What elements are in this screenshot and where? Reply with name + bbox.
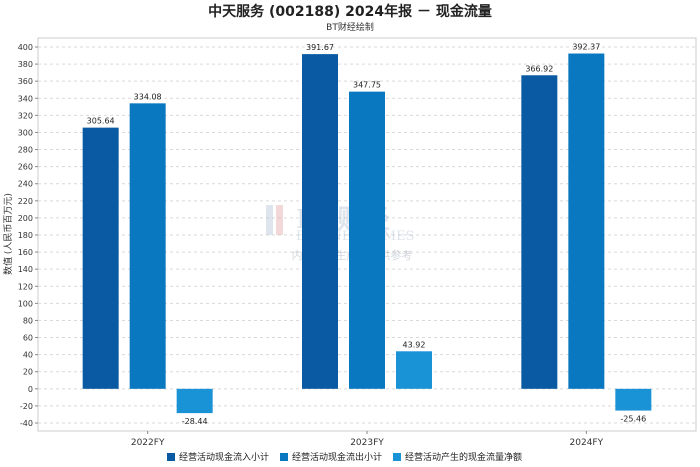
watermark-logo-mark-1 xyxy=(266,205,273,235)
y-tick-label: 60 xyxy=(23,334,33,343)
y-tick-label: 140 xyxy=(18,265,33,274)
y-tick-label: 260 xyxy=(18,163,33,172)
y-tick-label: 40 xyxy=(23,351,33,360)
data-label: 347.75 xyxy=(353,81,381,90)
y-tick-label: 0 xyxy=(28,385,33,394)
watermark-logo-mark-2 xyxy=(276,205,283,235)
y-tick-label: 120 xyxy=(18,282,33,291)
x-tick-label: 2023FY xyxy=(350,438,384,448)
y-tick-label: 160 xyxy=(18,248,33,257)
y-axis-ticks: -40 -20 0 20 40 60 80 100 120 140 160 180 200 220 240 2… xyxy=(18,43,38,428)
y-tick-label: 200 xyxy=(18,214,33,223)
y-tick-label: 340 xyxy=(18,94,33,103)
y-tick-label: 320 xyxy=(18,111,33,120)
x-axis-ticks: 2022FY 2023FY 2024FY xyxy=(131,431,604,448)
y-axis-label: 数值 (人民币百万元) xyxy=(2,193,14,275)
y-tick-label: 80 xyxy=(23,316,33,325)
data-label: 392.37 xyxy=(572,43,600,52)
data-label: 305.64 xyxy=(87,117,115,126)
y-tick-label: -40 xyxy=(20,419,33,428)
data-label: -25.46 xyxy=(620,415,646,424)
bar xyxy=(82,127,119,389)
bar xyxy=(302,54,338,389)
x-tick-label: 2022FY xyxy=(131,438,165,448)
chart-subtitle: BT财经绘制 xyxy=(326,21,374,33)
y-tick-label: -20 xyxy=(20,402,33,411)
data-label-layer: 305.64 334.08 -28.44 391.67 347.75 43.92 366.9… xyxy=(87,43,647,427)
legend: 经营活动现金流入小计 经营活动现金流出小计 经营活动产生的现金流量净额 xyxy=(167,451,522,463)
y-tick-label: 280 xyxy=(18,146,33,155)
bar xyxy=(568,53,605,389)
bar xyxy=(129,103,166,389)
y-tick-label: 220 xyxy=(18,197,33,206)
legend-label: 经营活动现金流入小计 xyxy=(179,451,269,463)
y-tick-label: 360 xyxy=(18,77,33,86)
bar-layer xyxy=(82,53,652,414)
data-label: 43.92 xyxy=(403,340,426,349)
y-tick-label: 100 xyxy=(18,299,33,308)
y-tick-label: 20 xyxy=(23,368,33,377)
y-tick-label: 300 xyxy=(18,128,33,137)
y-tick-label: 180 xyxy=(18,231,33,240)
bar xyxy=(349,91,385,389)
x-tick-label: 2024FY xyxy=(570,438,604,448)
y-tick-label: 240 xyxy=(18,180,33,189)
legend-swatch xyxy=(280,453,288,461)
chart-title: 中天服务 (002188) 2024年报 － 现金流量 xyxy=(208,3,492,20)
legend-label: 经营活动现金流出小计 xyxy=(292,451,382,463)
y-tick-label: 400 xyxy=(18,43,33,52)
legend-swatch xyxy=(393,453,401,461)
legend-label: 经营活动产生的现金流量净额 xyxy=(405,451,522,463)
data-label: -28.44 xyxy=(182,417,208,426)
data-label: 366.92 xyxy=(525,64,553,73)
y-tick-label: 380 xyxy=(18,60,33,69)
bar xyxy=(396,351,432,389)
bar xyxy=(615,388,652,411)
data-label: 391.67 xyxy=(306,43,334,52)
bar xyxy=(176,388,213,414)
bar xyxy=(521,75,558,389)
legend-swatch xyxy=(167,453,175,461)
data-label: 334.08 xyxy=(134,92,162,101)
